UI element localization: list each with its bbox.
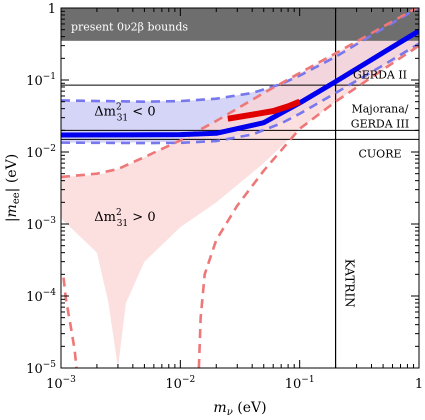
x-axis-label-sub: ν <box>227 407 233 418</box>
y-axis-label-sub: ee <box>11 192 22 204</box>
y-axis-label: |mee| (eV) <box>4 154 22 222</box>
band-m-31-0 <box>61 8 419 143</box>
region-label-1: Δm2 31 > 0 <box>94 208 155 229</box>
dashed-normal-lower-edge-left <box>62 277 78 368</box>
vline-label-katrin: KATRIN <box>343 259 357 308</box>
x-tick-label: 10−2 <box>165 375 195 392</box>
x-tick-label: 10−1 <box>285 375 315 392</box>
y-tick-label: 1 <box>48 2 56 17</box>
hline-label-majorana-gerda-iii-line2: GERDA III <box>351 117 409 130</box>
bounds-region-label: present 0ν2β bounds <box>71 21 188 34</box>
region-label-0: Δm2 31 < 0 <box>94 103 155 124</box>
hline-label-majorana-gerda-iii: Majorana/ <box>351 103 408 116</box>
x-tick-label: 1 <box>415 377 423 392</box>
y-tick-label: 10−4 <box>26 288 56 305</box>
hline-label-cuore: CUORE <box>358 148 401 161</box>
line-normal-best-fit <box>227 98 301 122</box>
annotations: present 0ν2β bounds GERDA II Majorana/GERD… <box>71 21 409 308</box>
x-axis-label-main: m <box>213 400 226 416</box>
y-tick-label: 10−5 <box>26 360 56 377</box>
x-axis-label-unit: (eV) <box>233 400 267 416</box>
x-tick-label: 10−3 <box>46 375 76 392</box>
plot-area <box>61 8 419 368</box>
dashed-normal-upper-edge <box>61 8 419 179</box>
y-axis-label-post: | (eV) <box>4 154 20 193</box>
y-tick-label: 10−2 <box>26 144 56 161</box>
hline-label-gerda-ii: GERDA II <box>353 68 407 81</box>
bounds-region <box>61 8 419 41</box>
axis-ticks: 10−3 10−2 10−1 1 1 10−1 10−2 10−3 10−4 10−5 <box>26 2 423 392</box>
plot-frame <box>60 7 420 369</box>
y-tick-label: 10−1 <box>26 72 56 89</box>
line-inverted-best-fit <box>61 28 419 138</box>
y-axis-label-pre: | <box>4 217 20 222</box>
y-tick-label: 10−3 <box>26 216 56 233</box>
x-axis-label: mν (eV) <box>213 400 266 418</box>
y-axis-label-main: m <box>4 204 20 217</box>
